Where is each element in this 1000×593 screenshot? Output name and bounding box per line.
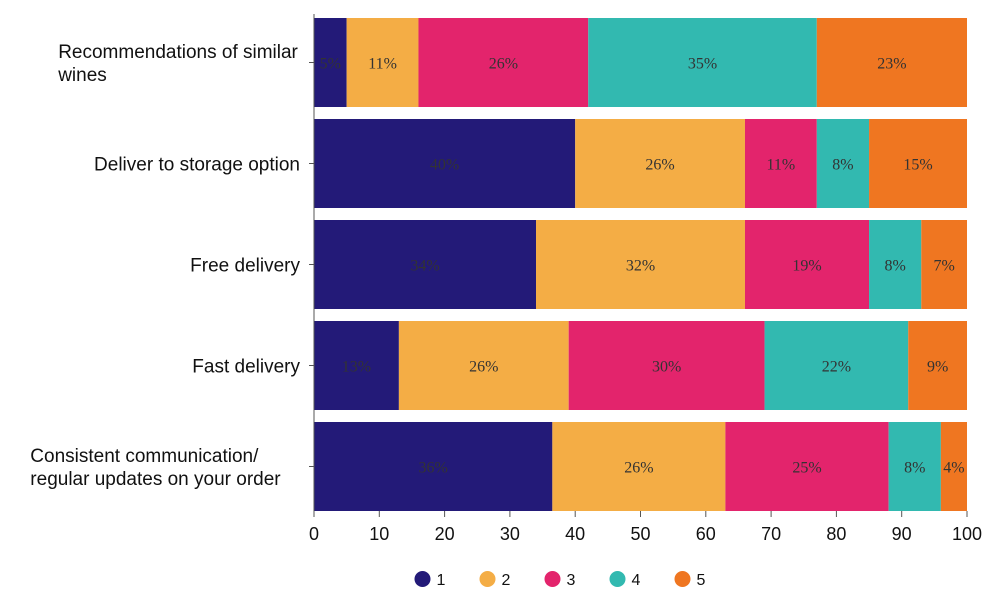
data-label-series-3-row-3: 19% xyxy=(792,258,821,275)
data-label-series-4-row-2: 8% xyxy=(832,157,853,174)
data-label-series-3-row-5: 25% xyxy=(792,460,821,477)
legend-label-1: 1 xyxy=(437,572,446,589)
x-tick-label: 90 xyxy=(892,524,912,544)
axes-group: 0 10 20 30 40 50 60 70 80 90 100 xyxy=(309,14,982,544)
x-tick-label: 10 xyxy=(369,524,389,544)
legend-item-4[interactable]: 4 xyxy=(609,571,641,589)
bar-segment-series-3-row-5 xyxy=(725,422,889,511)
bar-segment-series-2-row-2 xyxy=(575,119,745,208)
data-label-series-4-row-5: 8% xyxy=(904,460,925,477)
data-label-series-2-row-3: 32% xyxy=(626,258,655,275)
data-label-series-3-row-4: 30% xyxy=(652,359,681,376)
data-label-series-1-row-4: 13% xyxy=(342,359,371,376)
legend-swatch-4 xyxy=(609,571,626,587)
bar-segment-series-2-row-1 xyxy=(346,18,419,107)
bars-group: 5% 11% 26% 35% 23% 40% 26% 11% 8% 15% 34% 32% 19% 8% 7… xyxy=(314,18,967,511)
data-label-series-4-row-3: 8% xyxy=(885,258,906,275)
category-label-row-4: Fast delivery xyxy=(192,357,300,378)
legend-item-3[interactable]: 3 xyxy=(544,571,576,589)
data-label-series-1-row-5: 36% xyxy=(419,460,448,477)
legend: 1 2 3 4 5 xyxy=(414,571,706,589)
bar-segment-series-3-row-4 xyxy=(568,321,765,410)
bar-segment-series-1-row-4 xyxy=(314,321,399,410)
data-label-series-1-row-3: 34% xyxy=(410,258,439,275)
data-label-series-1-row-2: 40% xyxy=(430,157,459,174)
bar-segment-series-4-row-5 xyxy=(888,422,941,511)
bar-segment-series-4-row-3 xyxy=(869,220,922,309)
bar-segment-series-4-row-2 xyxy=(816,119,870,208)
data-label-series-2-row-5: 26% xyxy=(624,460,653,477)
bar-segment-series-2-row-5 xyxy=(552,422,726,511)
bar-segment-series-3-row-2 xyxy=(744,119,817,208)
category-label-row-3: Free delivery xyxy=(190,256,300,277)
bar-segment-series-1-row-1 xyxy=(314,18,347,107)
x-tick-label: 100 xyxy=(952,524,982,544)
x-tick-label: 20 xyxy=(435,524,455,544)
bar-segment-series-1-row-5 xyxy=(314,422,553,511)
x-tick-label: 50 xyxy=(630,524,650,544)
data-label-series-5-row-4: 9% xyxy=(927,359,948,376)
x-tick-label: 70 xyxy=(761,524,781,544)
data-label-series-1-row-1: 5% xyxy=(320,56,341,73)
legend-swatch-3 xyxy=(544,571,561,587)
legend-swatch-5 xyxy=(674,571,691,587)
bar-segment-series-4-row-4 xyxy=(764,321,909,410)
x-tick-label: 80 xyxy=(826,524,846,544)
legend-item-5[interactable]: 5 xyxy=(674,571,706,589)
data-label-series-5-row-5: 4% xyxy=(943,460,964,477)
bar-segment-series-2-row-4 xyxy=(398,321,569,410)
data-label-series-5-row-2: 15% xyxy=(903,157,932,174)
data-label-series-3-row-2: 11% xyxy=(767,157,796,174)
bar-segment-series-3-row-1 xyxy=(418,18,589,107)
bar-segment-series-5-row-5 xyxy=(940,422,967,511)
data-label-series-5-row-1: 23% xyxy=(877,56,906,73)
legend-swatch-2 xyxy=(479,571,496,587)
data-label-series-4-row-1: 35% xyxy=(688,56,717,73)
bar-segment-series-5-row-1 xyxy=(816,18,967,107)
legend-item-2[interactable]: 2 xyxy=(479,571,511,589)
data-label-series-3-row-1: 26% xyxy=(489,56,518,73)
x-tick-label: 30 xyxy=(500,524,520,544)
bar-segment-series-4-row-1 xyxy=(588,18,817,107)
bar-segment-series-5-row-3 xyxy=(921,220,967,309)
data-label-series-2-row-2: 26% xyxy=(645,157,674,174)
data-label-series-5-row-3: 7% xyxy=(933,258,954,275)
legend-label-2: 2 xyxy=(502,572,511,589)
bar-segment-series-1-row-3 xyxy=(314,220,537,309)
x-tick-label: 40 xyxy=(565,524,585,544)
bar-segment-series-2-row-3 xyxy=(536,220,745,309)
data-label-series-2-row-4: 26% xyxy=(469,359,498,376)
legend-label-3: 3 xyxy=(567,572,576,589)
bar-segment-series-1-row-2 xyxy=(314,119,576,208)
category-label-row-2: Deliver to storage option xyxy=(94,155,300,176)
bar-segment-series-5-row-2 xyxy=(869,119,967,208)
x-tick-label: 60 xyxy=(696,524,716,544)
legend-label-4: 4 xyxy=(632,572,641,589)
legend-item-1[interactable]: 1 xyxy=(414,571,446,589)
data-label-series-4-row-4: 22% xyxy=(822,359,851,376)
x-tick-label: 0 xyxy=(309,524,319,544)
legend-label-5: 5 xyxy=(697,572,706,589)
legend-swatch-1 xyxy=(414,571,431,587)
category-label-row-5: Consistent communication/regular updates… xyxy=(30,446,281,490)
bar-segment-series-5-row-4 xyxy=(908,321,967,410)
bar-segment-series-3-row-3 xyxy=(744,220,870,309)
category-label-row-1: Recommendations of similar wines xyxy=(57,42,298,86)
category-labels: Recommendations of similar wines Deliver t… xyxy=(30,42,300,490)
data-label-series-2-row-1: 11% xyxy=(368,56,397,73)
